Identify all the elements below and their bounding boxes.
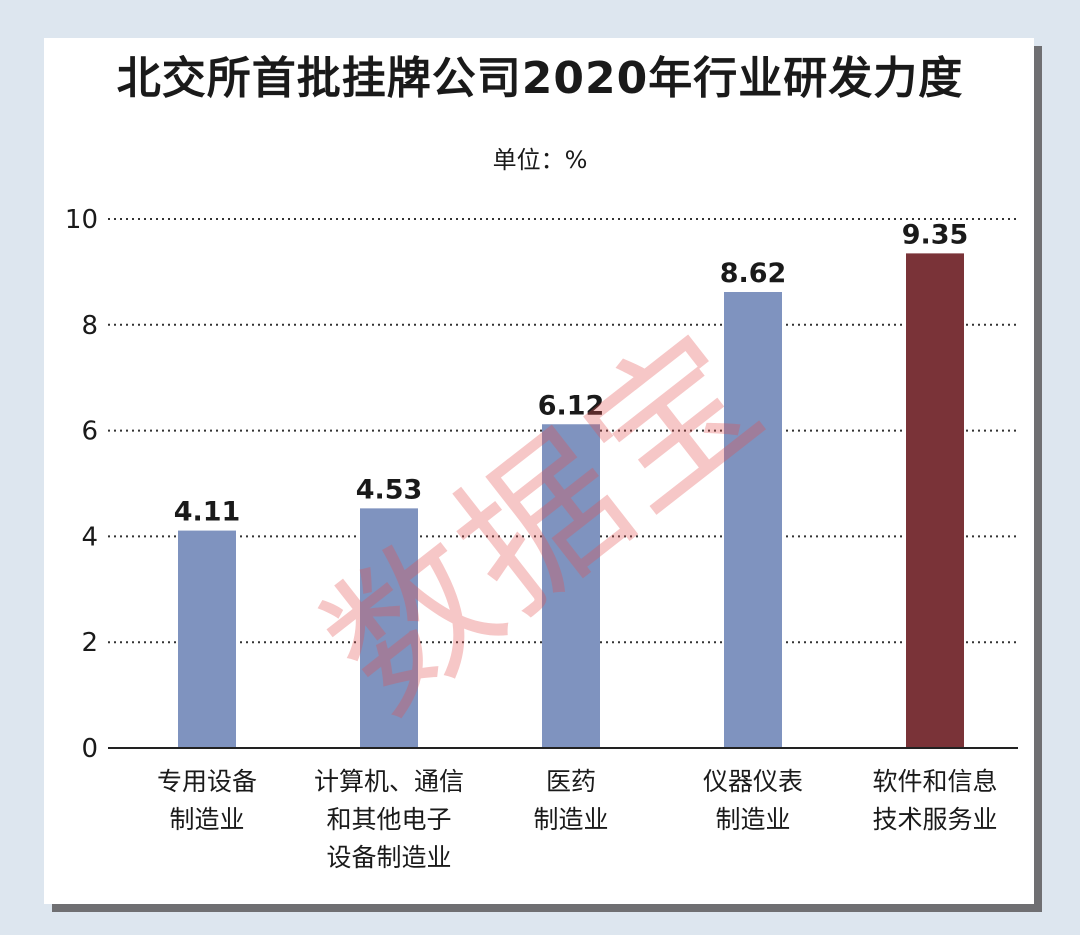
unit-label: 单位：% — [492, 146, 588, 174]
value-label: 9.35 — [902, 219, 969, 250]
category-label: 医药 制造业 — [533, 767, 609, 834]
chart-card — [44, 38, 1034, 904]
y-tick-label: 8 — [81, 311, 98, 341]
bar — [906, 253, 964, 748]
bar — [178, 530, 236, 748]
chart-title: 北交所首批挂牌公司2020年行业研发力度 — [116, 53, 964, 104]
category-label: 计算机、通信 和其他电子 设备制造业 — [313, 767, 464, 872]
category-label: 专用设备 制造业 — [156, 767, 257, 834]
y-tick-label: 2 — [81, 628, 98, 658]
bar — [360, 508, 418, 748]
bar — [542, 424, 600, 748]
y-tick-labels: 0 2 4 6 8 10 — [65, 205, 98, 764]
value-label: 4.53 — [356, 474, 423, 505]
bars — [178, 253, 964, 748]
category-label: 软件和信息 技术服务业 — [872, 767, 998, 834]
y-tick-label: 0 — [81, 734, 98, 764]
bar — [724, 292, 782, 748]
value-label: 8.62 — [720, 258, 787, 289]
value-label: 4.11 — [174, 497, 241, 528]
value-labels: 4.11 4.53 6.12 8.62 9.35 — [174, 219, 969, 527]
y-tick-label: 10 — [65, 205, 98, 235]
category-label: 仪器仪表 制造业 — [702, 767, 803, 834]
gridlines — [108, 218, 1018, 644]
value-label: 6.12 — [538, 390, 605, 421]
y-tick-label: 4 — [81, 522, 98, 552]
y-tick-label: 6 — [81, 417, 98, 447]
